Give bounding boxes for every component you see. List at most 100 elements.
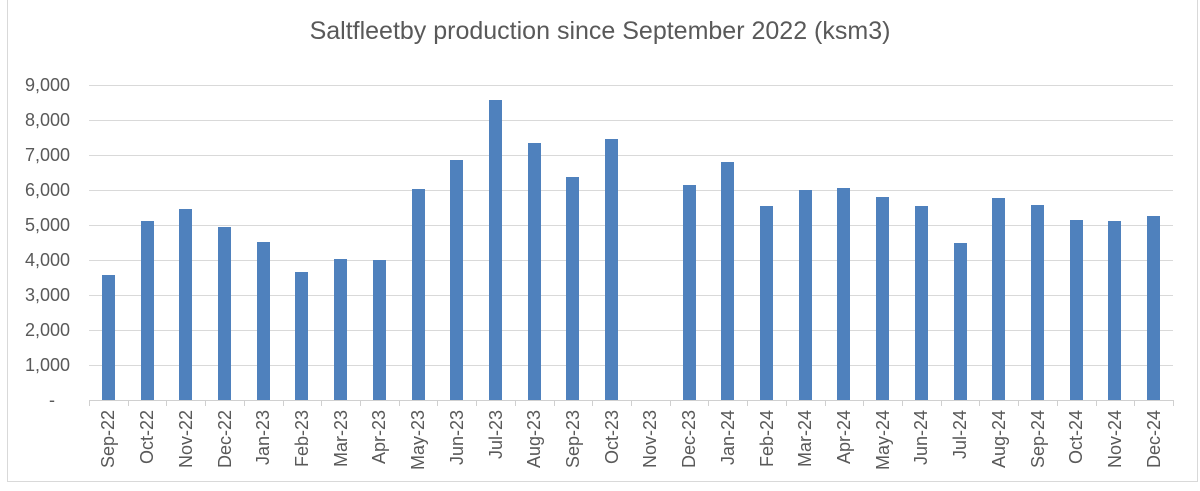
x-axis-tick-label: May-24	[872, 410, 893, 471]
x-axis-tick	[127, 400, 129, 406]
bar	[334, 259, 348, 400]
bar	[953, 243, 967, 400]
x-axis-tick	[89, 400, 90, 406]
x-axis-tick	[902, 400, 903, 406]
x-axis-tick	[863, 400, 865, 406]
x-axis-tick-label: Feb-24	[756, 410, 777, 468]
x-axis-tick	[1173, 400, 1174, 406]
bar	[1069, 220, 1083, 400]
x-axis-tick	[631, 400, 632, 406]
x-axis-tick-label: Apr-23	[369, 410, 390, 465]
x-axis-tick-label: Apr-24	[833, 410, 854, 465]
bar	[914, 206, 928, 400]
x-axis-tick-label: Sep-22	[98, 410, 119, 469]
x-axis-tick	[785, 400, 787, 406]
x-axis-tick-label: Jul-24	[950, 410, 971, 460]
x-axis-tick	[321, 400, 323, 406]
bar	[682, 185, 696, 400]
bar	[760, 206, 773, 400]
bar	[605, 139, 619, 400]
bar	[295, 272, 309, 400]
bar	[798, 190, 812, 400]
x-axis-tick	[979, 400, 981, 406]
bar	[372, 260, 386, 400]
x-axis-tick-label: Feb-23	[291, 410, 312, 468]
y-axis-tick-label: 8,000	[24, 110, 70, 130]
x-axis-tick-label: Oct-22	[137, 410, 158, 465]
bar	[218, 227, 231, 400]
x-axis-tick	[243, 400, 245, 406]
x-axis-tick-label: Dec-24	[1143, 410, 1164, 469]
x-axis-tick	[940, 400, 942, 406]
y-axis-tick-label: 5,000	[24, 215, 70, 235]
x-axis-tick-label: Dec-22	[214, 410, 235, 469]
y-axis-tick-label: -	[49, 390, 55, 410]
bar	[450, 160, 464, 400]
x-axis-tick	[747, 400, 749, 406]
x-axis-tick-label: Jan-24	[717, 410, 738, 466]
bar	[256, 242, 270, 400]
x-axis-tick	[708, 400, 710, 406]
gridline	[89, 85, 1173, 86]
y-axis-tick-label: 3,000	[24, 285, 70, 305]
x-axis-tick	[282, 400, 284, 406]
x-axis-tick	[437, 400, 439, 406]
x-axis-tick	[1095, 400, 1097, 406]
x-axis-tick-label: Sep-24	[1027, 410, 1048, 469]
x-axis-tick	[398, 400, 400, 406]
y-axis-tick-label: 4,000	[24, 250, 70, 270]
x-axis-tick	[824, 400, 826, 406]
bar	[1031, 205, 1044, 400]
y-axis-tick-label: 7,000	[24, 145, 70, 165]
x-axis-tick	[205, 400, 207, 406]
gridline	[89, 225, 1173, 226]
x-axis-tick-label: Jan-23	[253, 410, 274, 466]
bar	[1108, 221, 1122, 400]
x-axis-tick	[360, 400, 361, 406]
x-axis-tick	[669, 400, 671, 406]
x-axis-tick-label: Mar-24	[795, 410, 816, 468]
x-axis-tick-label: Mar-23	[330, 410, 351, 468]
x-axis-tick-label: Nov-23	[640, 410, 661, 469]
x-axis-tick-label: Nov-24	[1104, 410, 1125, 469]
x-axis-tick	[1018, 400, 1020, 406]
x-axis-tick-label: Sep-23	[562, 410, 583, 469]
bar	[837, 188, 851, 400]
bar	[527, 143, 541, 400]
gridline	[89, 330, 1173, 331]
y-axis-tick-label: 1,000	[24, 355, 70, 375]
y-axis-tick-label: 9,000	[24, 75, 70, 95]
x-axis-tick-label: Nov-22	[175, 410, 196, 469]
x-axis-tick-label: Jul-23	[485, 410, 506, 460]
bar	[876, 197, 890, 400]
gridline	[89, 295, 1173, 296]
x-axis-tick-label: Dec-23	[679, 410, 700, 469]
x-axis-tick-label: Oct-24	[1066, 410, 1087, 465]
x-axis-tick-label: Aug-24	[988, 410, 1009, 469]
bar	[566, 177, 580, 400]
y-axis-tick-label: 6,000	[24, 180, 70, 200]
bar	[179, 209, 193, 400]
x-axis-tick	[166, 400, 168, 406]
bar	[140, 221, 154, 400]
bar	[721, 162, 735, 400]
gridline	[89, 120, 1173, 121]
x-axis-tick-label: Jun-24	[911, 410, 932, 466]
gridline	[89, 260, 1173, 261]
chart-title: Saltfleetby production since September 2…	[309, 17, 891, 45]
bar	[992, 198, 1006, 400]
x-axis-tick-label: Oct-23	[601, 410, 622, 465]
x-axis-tick	[1056, 400, 1058, 406]
x-axis-tick	[476, 400, 478, 406]
x-axis-tick-label: May-23	[408, 410, 429, 471]
x-axis-tick	[553, 400, 555, 406]
bar	[489, 100, 502, 400]
x-axis-tick-label: Aug-23	[524, 410, 545, 469]
bar	[1147, 216, 1161, 400]
gridline	[89, 190, 1173, 191]
bar	[101, 275, 115, 400]
x-axis-tick-label: Jun-23	[446, 410, 467, 466]
gridline	[89, 365, 1173, 366]
bar	[411, 189, 425, 400]
